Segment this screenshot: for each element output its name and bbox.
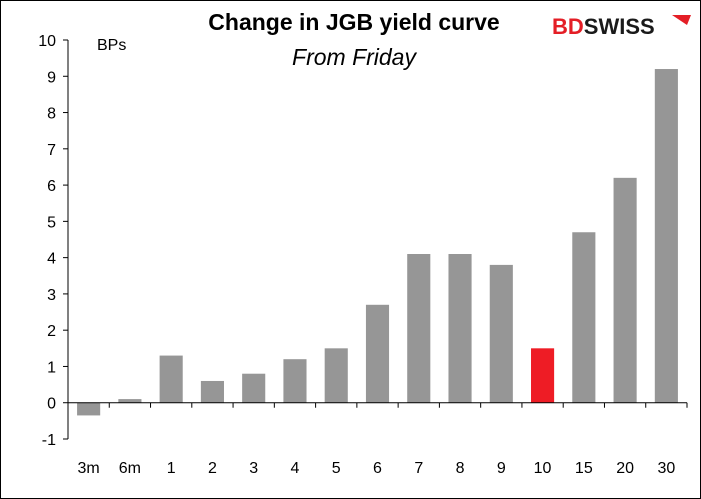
y-axis [63, 39, 69, 440]
bar [118, 399, 142, 403]
y-tick-label: 9 [47, 69, 56, 86]
y-tick-label: 1 [47, 359, 56, 376]
x-tick-label: 4 [291, 460, 300, 477]
bar [613, 177, 637, 403]
x-tick-label: 9 [497, 460, 506, 477]
x-tick-label: 5 [332, 460, 341, 477]
bar [77, 402, 101, 416]
bar [448, 254, 472, 403]
bar [242, 373, 266, 403]
chart-title: Change in JGB yield curve [208, 9, 499, 35]
y-tick-label: 2 [47, 323, 56, 340]
bar [572, 232, 596, 403]
y-axis-unit-label: BPs [97, 37, 126, 54]
x-axis [67, 402, 688, 408]
x-tick-label: 6m [119, 460, 141, 477]
x-tick-label: 2 [208, 460, 217, 477]
y-tick-label: 4 [47, 251, 56, 268]
x-tick-label: 30 [657, 460, 675, 477]
y-tick-label: 10 [38, 33, 56, 50]
y-tick-label: 7 [47, 142, 56, 159]
y-tick-label: 3 [47, 287, 56, 304]
y-tick-label: 0 [47, 396, 56, 413]
bar [200, 380, 224, 403]
x-tick-label: 6 [373, 460, 382, 477]
bar [489, 264, 513, 403]
chart-subtitle: From Friday [292, 44, 417, 70]
x-tick-label: 3 [249, 460, 258, 477]
x-tick-labels: 3m 6m 1 2 3 4 5 6 7 8 9 10 15 20 30 [78, 460, 676, 477]
x-tick-label: 1 [167, 460, 176, 477]
bar [324, 348, 348, 403]
x-tick-label: 15 [575, 460, 593, 477]
bar [365, 304, 390, 403]
bar [531, 348, 555, 403]
bar [159, 355, 183, 403]
svg-text:BDSWISS: BDSWISS [552, 14, 655, 39]
y-tick-label: 6 [47, 178, 56, 195]
logo-prefix: BD [552, 14, 584, 39]
x-tick-label: 20 [616, 460, 634, 477]
x-tick-label: 8 [456, 460, 465, 477]
bars [77, 69, 678, 416]
bar [407, 254, 431, 403]
x-tick-label: 10 [534, 460, 552, 477]
logo-swoosh-icon [672, 15, 691, 25]
logo-suffix: SWISS [584, 14, 655, 39]
x-tick-label: 7 [414, 460, 423, 477]
y-tick-labels: -1 0 1 2 3 4 5 6 7 8 9 10 [38, 33, 56, 449]
y-tick-label: -1 [42, 432, 56, 449]
brand-logo: BDSWISS [552, 14, 691, 39]
y-tick-label: 5 [47, 214, 56, 231]
y-tick-label: 8 [47, 106, 56, 123]
bar [654, 69, 678, 403]
x-tick-label: 3m [78, 460, 100, 477]
bar [283, 359, 307, 403]
